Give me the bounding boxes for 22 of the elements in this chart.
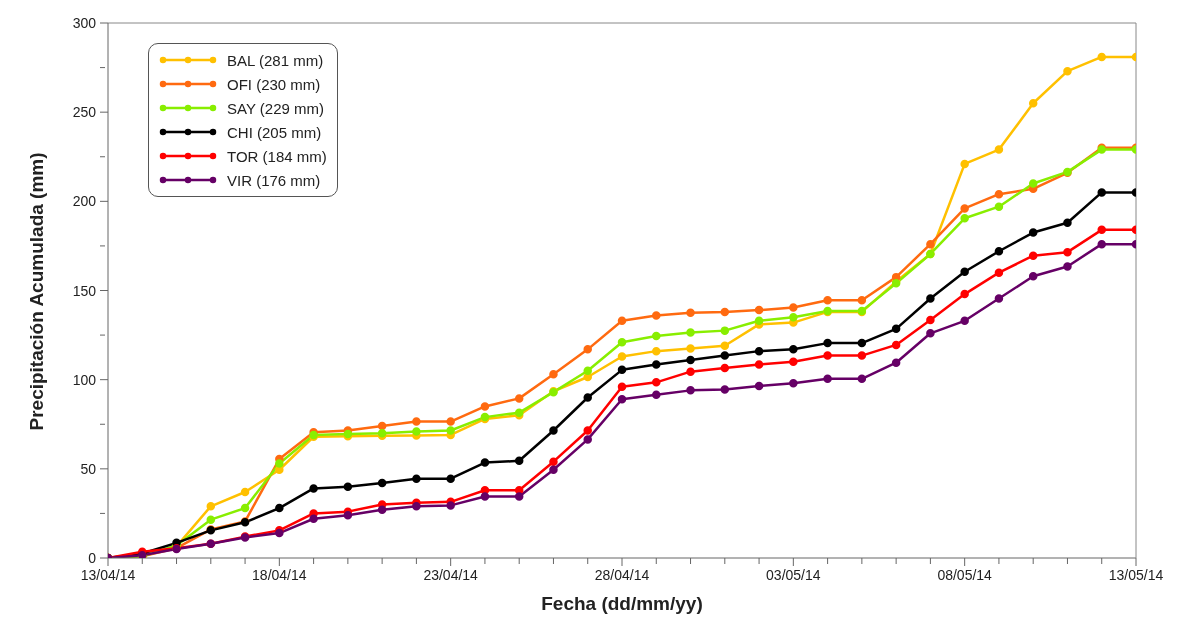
y-tick-label: 50 bbox=[80, 460, 97, 477]
y-axis-title: Precipitación Acumulada (mm) bbox=[25, 152, 47, 431]
y-tick-label: 150 bbox=[72, 282, 97, 299]
y-tick-label: 250 bbox=[72, 104, 97, 121]
legend-label: BAL (281 mm) bbox=[227, 51, 324, 69]
x-tick-label: 23/04/14 bbox=[423, 567, 479, 583]
x-tick-label: 18/04/14 bbox=[252, 567, 307, 583]
x-tick-label: 28/04/14 bbox=[594, 567, 650, 583]
legend-label: SAY (229 mm) bbox=[227, 99, 324, 117]
legend-label: VIR (176 mm) bbox=[227, 171, 321, 189]
legend-label: CHI (205 mm) bbox=[227, 123, 322, 141]
y-tick-label: 300 bbox=[72, 15, 97, 31]
legend-label: TOR (184 mm) bbox=[227, 147, 327, 165]
x-tick-label: 13/04/14 bbox=[80, 567, 136, 583]
x-tick-label: 03/05/14 bbox=[766, 567, 821, 583]
x-tick-label: 08/05/14 bbox=[937, 567, 993, 583]
x-axis-title: Fecha (dd/mm/yy) bbox=[541, 593, 703, 614]
y-tick-label: 200 bbox=[72, 193, 97, 210]
y-tick-label: 0 bbox=[88, 550, 97, 566]
y-tick-label: 100 bbox=[72, 371, 97, 388]
x-tick-label: 13/05/14 bbox=[1108, 567, 1164, 583]
legend-label: OFI (230 mm) bbox=[227, 75, 321, 93]
